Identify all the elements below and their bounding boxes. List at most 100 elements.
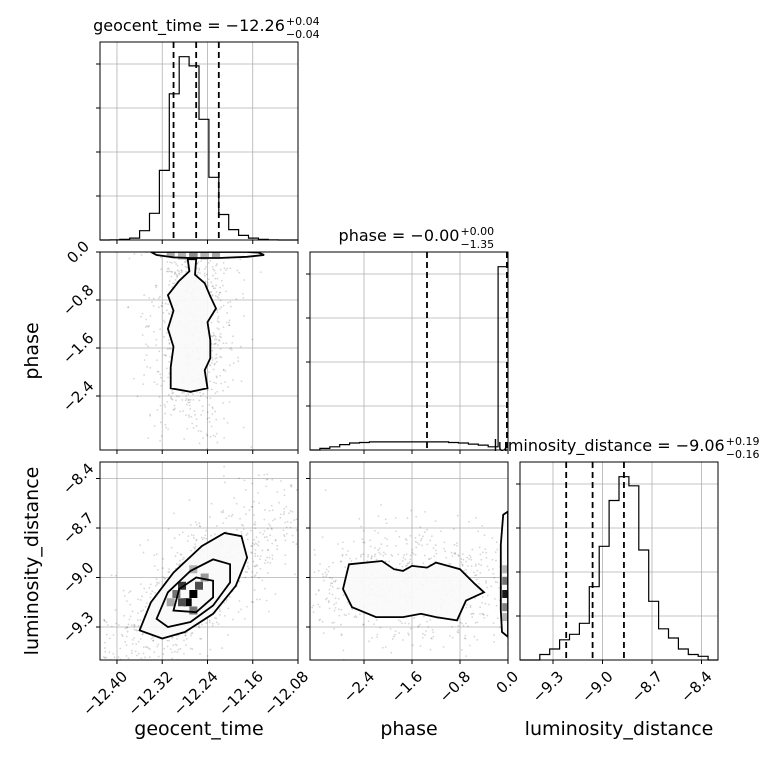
sample-point: [149, 366, 152, 369]
sample-point: [251, 338, 254, 341]
sample-point: [480, 558, 483, 561]
sample-point: [177, 395, 180, 398]
sample-point: [162, 311, 165, 314]
sample-point: [307, 541, 309, 543]
sample-point: [149, 315, 152, 317]
sample-point: [193, 546, 196, 549]
sample-point: [295, 518, 298, 521]
sample-point: [181, 558, 184, 561]
sample-point: [141, 312, 144, 315]
sample-point: [202, 437, 204, 439]
sample-point: [160, 434, 163, 437]
sample-point: [259, 531, 262, 534]
sample-point: [158, 306, 160, 309]
density-panel-bg: [310, 462, 508, 660]
sample-point: [178, 272, 181, 275]
sample-point: [209, 259, 212, 262]
sample-point: [290, 484, 293, 487]
sample-point: [195, 425, 198, 427]
sample-point: [411, 551, 414, 554]
sample-point: [493, 576, 496, 579]
sample-point: [189, 647, 192, 650]
sample-point: [135, 668, 137, 670]
sample-point: [211, 356, 214, 359]
sample-point: [451, 555, 454, 557]
sample-point: [288, 512, 290, 515]
sample-point: [152, 305, 155, 307]
sample-point: [328, 588, 331, 591]
sample-point: [266, 539, 269, 542]
sample-point: [374, 547, 376, 549]
sample-point: [200, 260, 203, 263]
sample-point: [380, 503, 383, 506]
sample-point: [293, 519, 295, 521]
sample-point: [255, 571, 258, 574]
density-block: [502, 590, 508, 598]
sample-point: [112, 634, 115, 636]
sample-point: [407, 632, 410, 635]
sample-point: [208, 371, 210, 374]
sample-point: [159, 404, 162, 407]
sample-point: [200, 430, 202, 433]
sample-point: [167, 303, 169, 306]
sample-point: [325, 573, 328, 576]
sample-point: [282, 529, 285, 532]
sample-point: [295, 543, 298, 545]
sample-point: [305, 510, 307, 512]
sample-point: [187, 393, 190, 396]
sample-point: [197, 625, 200, 628]
sample-point: [469, 604, 472, 607]
sample-point: [187, 414, 190, 417]
sample-point: [176, 651, 179, 653]
sample-point: [200, 638, 203, 640]
sample-point: [150, 664, 152, 666]
sample-point: [362, 529, 365, 532]
sample-point: [254, 555, 257, 558]
sample-point: [216, 525, 218, 527]
sample-point: [473, 635, 476, 638]
sample-point: [240, 533, 243, 536]
sample-point: [212, 274, 214, 277]
sample-point: [115, 622, 118, 625]
sample-point: [411, 644, 414, 647]
sample-point: [159, 376, 162, 379]
sample-point: [108, 651, 111, 653]
sample-point: [228, 319, 231, 322]
sample-point: [155, 553, 158, 556]
sample-point: [212, 434, 215, 437]
sample-point: [217, 297, 220, 300]
sample-point: [223, 267, 226, 270]
sample-point: [164, 354, 167, 357]
sample-point: [172, 408, 175, 411]
sample-point: [463, 569, 466, 572]
sample-point: [215, 375, 218, 378]
sample-point: [366, 560, 369, 562]
sample-point: [182, 556, 185, 559]
sample-point: [386, 544, 389, 547]
sample-point: [209, 291, 212, 294]
sample-point: [263, 518, 266, 521]
sample-point: [167, 428, 169, 431]
sample-point: [162, 319, 165, 322]
sample-point: [136, 395, 139, 398]
sample-point: [140, 253, 143, 256]
sample-point: [223, 417, 225, 420]
sample-point: [253, 523, 256, 526]
sample-point: [299, 583, 301, 585]
sample-point: [105, 633, 108, 636]
sample-point: [496, 617, 499, 620]
sample-point: [164, 577, 167, 580]
sample-point: [313, 553, 316, 556]
sample-point: [465, 560, 467, 563]
sample-point: [224, 369, 227, 372]
sample-point: [250, 601, 253, 603]
sample-point: [451, 636, 454, 639]
sample-point: [219, 613, 221, 616]
sample-point: [125, 626, 128, 629]
sample-point: [230, 305, 232, 308]
sample-point: [170, 413, 173, 416]
sample-point: [151, 590, 154, 593]
sample-point: [142, 609, 144, 612]
sample-point: [170, 275, 173, 278]
sample-point: [435, 549, 437, 552]
